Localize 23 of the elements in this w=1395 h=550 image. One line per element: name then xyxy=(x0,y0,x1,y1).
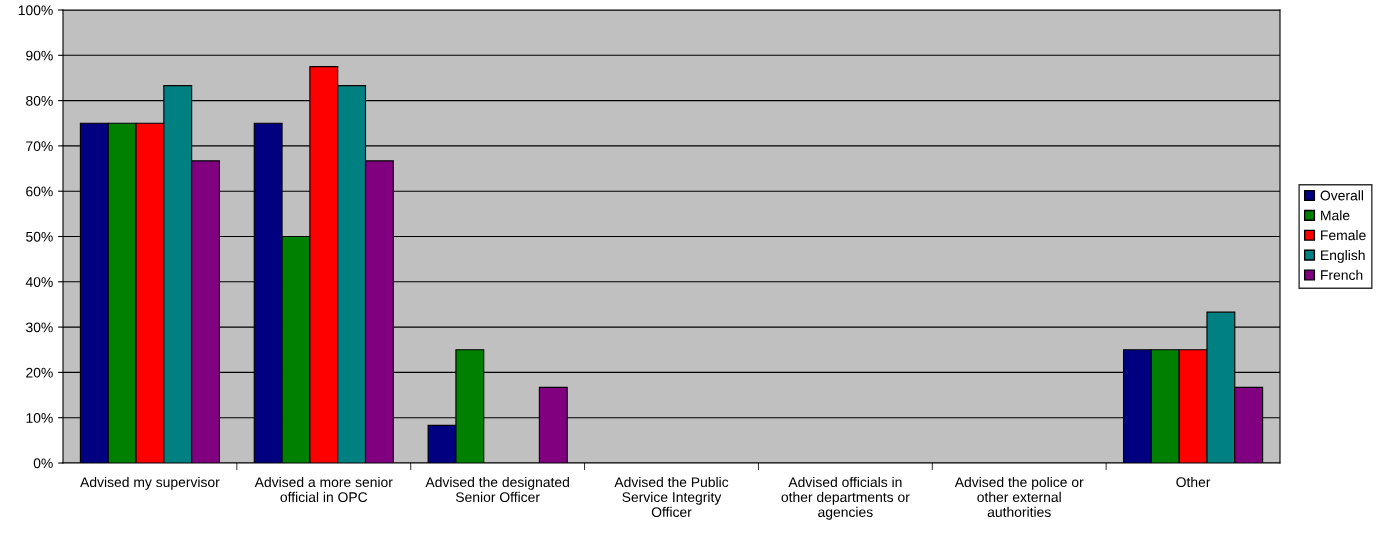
y-tick-label: 60% xyxy=(26,186,53,197)
x-tick-label: Advised officials in other departments or agencies xyxy=(781,476,910,520)
y-tick-label: 70% xyxy=(26,141,53,152)
y-tick-label: 10% xyxy=(26,413,53,423)
x-tick-label: Advised the Public Service Integrity Officer xyxy=(614,476,729,518)
legend-label: English xyxy=(1321,249,1365,263)
y-tick-label: 90% xyxy=(26,50,53,61)
y-tick-label: 50% xyxy=(26,231,53,242)
x-tick-label: Other xyxy=(1176,476,1211,488)
legend-label: French xyxy=(1321,269,1363,281)
x-tick-label: Advised the police or other external authorities xyxy=(954,476,1084,518)
legend-label: Male xyxy=(1321,210,1350,221)
y-tick-label: 80% xyxy=(26,95,53,106)
legend-label: Overall xyxy=(1320,190,1364,201)
x-tick-label: Advised my supervisor xyxy=(80,476,220,490)
y-tick-label: 30% xyxy=(26,322,53,333)
x-tick-label: Advised a more senior official in OPC xyxy=(254,476,393,503)
y-tick-label: 0% xyxy=(33,458,53,469)
y-tick-label: 20% xyxy=(26,367,53,378)
y-tick-label: 100% xyxy=(18,5,53,16)
legend-label: Female xyxy=(1321,230,1366,241)
x-tick-label: Advised the designated Senior Officer xyxy=(425,476,569,503)
y-tick-label: 40% xyxy=(25,277,53,287)
